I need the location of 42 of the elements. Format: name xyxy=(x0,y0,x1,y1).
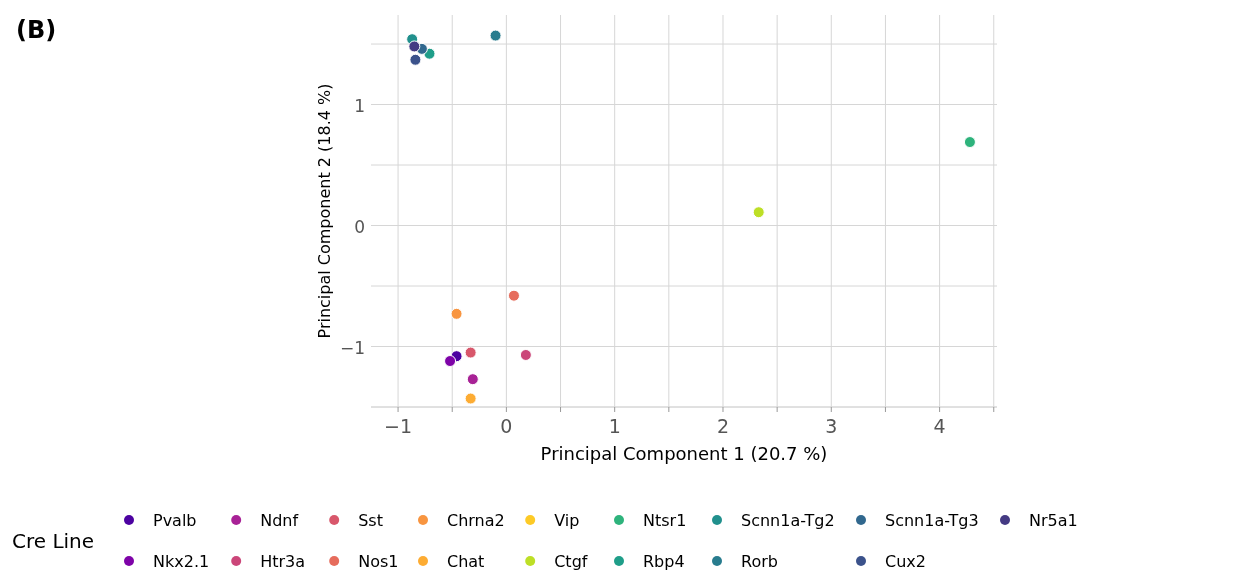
legend-label: Ctgf xyxy=(554,552,588,571)
legend-label: Chrna2 xyxy=(447,511,505,530)
point xyxy=(963,136,976,149)
y-tick-label: 0 xyxy=(354,216,365,237)
legend-label: Ndnf xyxy=(260,511,299,530)
y-tick-label: −1 xyxy=(339,337,365,358)
y-tick-label: 1 xyxy=(354,95,365,116)
legend-label: Scnn1a-Tg3 xyxy=(885,511,979,530)
point xyxy=(507,289,520,302)
x-tick-label: 2 xyxy=(716,415,730,437)
point xyxy=(444,355,457,368)
legend-title: Cre Line xyxy=(12,529,95,553)
legend-label: Vip xyxy=(554,511,580,530)
point xyxy=(408,40,421,53)
x-axis-title: Principal Component 1 (20.7 %) xyxy=(540,443,828,464)
legend-label: Sst xyxy=(358,511,383,530)
legend-label: Nkx2.1 xyxy=(153,552,210,571)
x-tick-label: −1 xyxy=(384,415,413,437)
legend-label: Rbp4 xyxy=(643,552,685,571)
legend-label: Nos1 xyxy=(358,552,399,571)
point xyxy=(464,346,477,359)
point xyxy=(466,373,479,386)
legend-label: Rorb xyxy=(741,552,778,571)
legend-label: Chat xyxy=(447,552,485,571)
point xyxy=(752,206,765,219)
x-tick-label: 0 xyxy=(500,415,513,437)
point xyxy=(519,348,532,361)
x-tick-label: 1 xyxy=(608,415,621,437)
legend-label: Cux2 xyxy=(885,552,926,571)
legend-label: Htr3a xyxy=(260,552,306,571)
x-tick-label: 4 xyxy=(933,415,946,437)
point xyxy=(409,53,422,66)
point xyxy=(464,392,477,405)
y-axis-title: Principal Component 2 (18.4 %) xyxy=(315,83,334,339)
point xyxy=(450,307,463,320)
text: (B) xyxy=(16,16,57,44)
legend-label: Scnn1a-Tg2 xyxy=(741,511,835,530)
x-tick-label: 3 xyxy=(825,415,838,437)
legend-label: Nr5a1 xyxy=(1029,511,1078,530)
legend-label: Ntsr1 xyxy=(643,511,687,530)
legend-label: Pvalb xyxy=(153,511,197,530)
point xyxy=(489,29,502,42)
